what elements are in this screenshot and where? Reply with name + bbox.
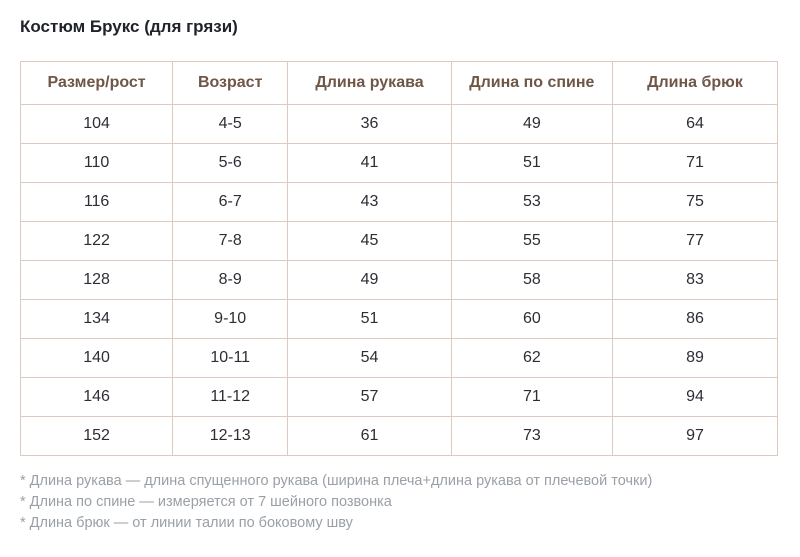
column-header: Длина брюк bbox=[611, 61, 779, 105]
table-cell: 43 bbox=[287, 182, 452, 222]
table-cell: 10-11 bbox=[172, 338, 289, 378]
table-cell: 49 bbox=[287, 260, 452, 300]
table-cell: 36 bbox=[287, 104, 452, 144]
page-title: Костюм Брукс (для грязи) bbox=[20, 17, 238, 36]
table-cell: 9-10 bbox=[172, 299, 289, 339]
table-cell: 128 bbox=[19, 260, 174, 300]
table-row: 134 9-10 51 60 86 bbox=[19, 299, 779, 339]
table-cell: 94 bbox=[611, 377, 779, 417]
table-row: 104 4-5 36 49 64 bbox=[19, 104, 779, 144]
table-body: 104 4-5 36 49 64 110 5-6 41 51 71 116 6-7 43 53 75 122 7… bbox=[19, 104, 779, 456]
table-cell: 8-9 bbox=[172, 260, 289, 300]
footnote-trouser-length: * Длина брюк — от линии талии по боковом… bbox=[20, 515, 353, 531]
table-cell: 57 bbox=[287, 377, 452, 417]
table-cell: 53 bbox=[450, 182, 613, 222]
table-cell: 12-13 bbox=[172, 416, 289, 456]
table-cell: 104 bbox=[19, 104, 174, 144]
table-cell: 86 bbox=[611, 299, 779, 339]
table-cell: 58 bbox=[450, 260, 613, 300]
table-cell: 73 bbox=[450, 416, 613, 456]
column-header: Размер/рост bbox=[19, 61, 174, 105]
table-cell: 75 bbox=[611, 182, 779, 222]
table-cell: 5-6 bbox=[172, 143, 289, 183]
table-cell: 41 bbox=[287, 143, 452, 183]
table-row: 116 6-7 43 53 75 bbox=[19, 182, 779, 222]
table-cell: 6-7 bbox=[172, 182, 289, 222]
table-cell: 89 bbox=[611, 338, 779, 378]
table-row: 128 8-9 49 58 83 bbox=[19, 260, 779, 300]
table-cell: 7-8 bbox=[172, 221, 289, 261]
column-header: Возраст bbox=[172, 61, 289, 105]
table-cell: 110 bbox=[19, 143, 174, 183]
size-chart-section: Костюм Брукс (для грязи) Размер/рост Возр… bbox=[19, 17, 780, 534]
column-header: Длина по спине bbox=[450, 61, 613, 105]
table-cell: 134 bbox=[19, 299, 174, 339]
table-cell: 55 bbox=[450, 221, 613, 261]
table-cell: 116 bbox=[19, 182, 174, 222]
table-cell: 51 bbox=[287, 299, 452, 339]
column-header: Длина рукава bbox=[287, 61, 452, 105]
size-table: Размер/рост Возраст Длина рукава Длина по с… bbox=[19, 61, 779, 456]
table-cell: 64 bbox=[611, 104, 779, 144]
table-cell: 122 bbox=[19, 221, 174, 261]
table-cell: 152 bbox=[19, 416, 174, 456]
table-cell: 77 bbox=[611, 221, 779, 261]
table-cell: 83 bbox=[611, 260, 779, 300]
table-cell: 140 bbox=[19, 338, 174, 378]
table-row: 146 11-12 57 71 94 bbox=[19, 377, 779, 417]
table-row: 152 12-13 61 73 97 bbox=[19, 416, 779, 456]
footnote-sleeve-length: * Длина рукава — длина спущенного рукава… bbox=[20, 473, 653, 489]
table-cell: 146 bbox=[19, 377, 174, 417]
table-cell: 61 bbox=[287, 416, 452, 456]
table-cell: 54 bbox=[287, 338, 452, 378]
table-cell: 45 bbox=[287, 221, 452, 261]
table-cell: 11-12 bbox=[172, 377, 289, 417]
table-cell: 71 bbox=[450, 377, 613, 417]
table-cell: 62 bbox=[450, 338, 613, 378]
table-header-row: Размер/рост Возраст Длина рукава Длина по с… bbox=[19, 61, 779, 105]
footnote-back-length: * Длина по спине — измеряется от 7 шейно… bbox=[20, 494, 392, 510]
table-cell: 4-5 bbox=[172, 104, 289, 144]
table-cell: 60 bbox=[450, 299, 613, 339]
table-cell: 71 bbox=[611, 143, 779, 183]
table-row: 122 7-8 45 55 77 bbox=[19, 221, 779, 261]
footnotes: * Длина рукава — длина спущенного рукава… bbox=[20, 471, 780, 534]
table-cell: 49 bbox=[450, 104, 613, 144]
table-row: 110 5-6 41 51 71 bbox=[19, 143, 779, 183]
table-cell: 97 bbox=[611, 416, 779, 456]
table-row: 140 10-11 54 62 89 bbox=[19, 338, 779, 378]
table-cell: 51 bbox=[450, 143, 613, 183]
